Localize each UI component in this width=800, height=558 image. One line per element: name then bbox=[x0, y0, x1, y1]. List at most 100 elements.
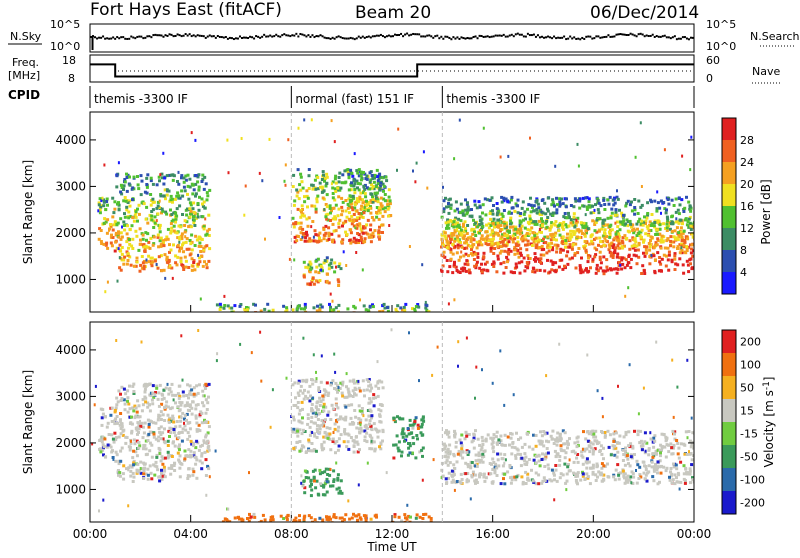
heatmap-cell bbox=[602, 255, 605, 258]
heatmap-cell bbox=[331, 404, 334, 407]
heatmap-cell bbox=[664, 247, 667, 250]
heatmap-cell bbox=[599, 217, 602, 220]
heatmap-cell bbox=[356, 186, 359, 189]
heatmap-cell bbox=[136, 220, 139, 223]
heatmap-cell bbox=[205, 398, 208, 401]
heatmap-cell bbox=[687, 201, 690, 204]
noise-point bbox=[543, 37, 545, 39]
heatmap-cell bbox=[509, 222, 512, 225]
heatmap-cell bbox=[568, 246, 571, 249]
noise-point bbox=[450, 38, 452, 40]
heatmap-cell bbox=[178, 431, 181, 434]
heatmap-cell bbox=[157, 245, 160, 248]
heatmap-cell bbox=[190, 234, 193, 237]
heatmap-cell bbox=[303, 398, 306, 401]
heatmap-cell bbox=[472, 219, 475, 222]
heatmap-cell bbox=[204, 383, 207, 386]
heatmap-cell bbox=[535, 472, 538, 475]
heatmap-cell bbox=[589, 266, 592, 269]
heatmap-cell bbox=[492, 234, 495, 237]
noise-point bbox=[666, 36, 668, 38]
heatmap-cell bbox=[340, 241, 343, 244]
heatmap-cell bbox=[642, 461, 645, 464]
heatmap-cell bbox=[178, 171, 180, 174]
heatmap-cell bbox=[566, 446, 569, 449]
heatmap-cell bbox=[610, 453, 613, 456]
heatmap-cell bbox=[119, 424, 122, 427]
heatmap-cell bbox=[526, 261, 529, 264]
heatmap-cell bbox=[189, 253, 192, 256]
heatmap-cell bbox=[492, 446, 495, 449]
heatmap-cell bbox=[690, 243, 693, 246]
heatmap-cell bbox=[592, 453, 595, 456]
heatmap-cell bbox=[553, 474, 556, 477]
noise-point bbox=[223, 37, 225, 39]
heatmap-cell bbox=[538, 220, 541, 223]
heatmap-cell bbox=[533, 204, 536, 207]
heatmap-cell bbox=[460, 442, 463, 445]
heatmap-cell bbox=[529, 137, 531, 140]
heatmap-cell bbox=[122, 429, 125, 432]
heatmap-cell bbox=[352, 219, 355, 222]
heatmap-cell bbox=[586, 447, 589, 450]
heatmap-cell bbox=[337, 222, 340, 225]
heatmap-cell bbox=[456, 239, 459, 242]
heatmap-cell bbox=[187, 198, 190, 201]
heatmap-cell bbox=[356, 172, 359, 175]
heatmap-cell bbox=[627, 475, 630, 478]
heatmap-cell bbox=[546, 244, 549, 247]
heatmap-cell bbox=[360, 171, 363, 174]
heatmap-cell bbox=[377, 395, 380, 398]
heatmap-cell bbox=[626, 264, 629, 267]
heatmap-cell bbox=[579, 271, 582, 274]
noise-point bbox=[315, 35, 317, 37]
heatmap-cell bbox=[279, 216, 281, 219]
heatmap-cell bbox=[307, 197, 310, 200]
heatmap-cell bbox=[453, 298, 455, 301]
heatmap-cell bbox=[139, 227, 142, 230]
heatmap-cell bbox=[602, 219, 605, 222]
heatmap-cell bbox=[481, 436, 484, 439]
heatmap-cell bbox=[467, 254, 470, 257]
heatmap-cell bbox=[145, 447, 148, 450]
heatmap-cell bbox=[681, 222, 684, 225]
heatmap-cell bbox=[132, 480, 135, 483]
heatmap-cell bbox=[144, 400, 147, 403]
heatmap-cell bbox=[116, 453, 119, 456]
heatmap-cell bbox=[588, 461, 591, 464]
heatmap-cell bbox=[673, 258, 676, 261]
heatmap-cell bbox=[317, 493, 320, 496]
heatmap-cell bbox=[372, 185, 375, 188]
heatmap-cell bbox=[460, 447, 463, 450]
heatmap-cell bbox=[233, 304, 236, 307]
noise-point bbox=[171, 34, 173, 36]
noise-point bbox=[686, 38, 688, 40]
heatmap-cell bbox=[477, 438, 480, 441]
heatmap-cell bbox=[653, 246, 656, 249]
heatmap-cell bbox=[306, 423, 309, 426]
heatmap-cell bbox=[372, 393, 375, 396]
heatmap-cell bbox=[540, 217, 543, 220]
heatmap-cell bbox=[576, 482, 579, 485]
heatmap-cell bbox=[587, 257, 590, 260]
noise-point bbox=[392, 35, 394, 37]
heatmap-cell bbox=[602, 457, 605, 460]
heatmap-cell bbox=[303, 215, 306, 218]
heatmap-cell bbox=[191, 400, 194, 403]
noise-point bbox=[96, 37, 98, 39]
heatmap-cell bbox=[615, 431, 618, 434]
heatmap-cell bbox=[324, 259, 327, 262]
noise-point bbox=[583, 38, 585, 40]
heatmap-cell bbox=[447, 431, 450, 434]
heatmap-cell bbox=[151, 456, 154, 459]
heatmap-cell bbox=[500, 196, 503, 199]
heatmap-cell bbox=[338, 437, 341, 440]
heatmap-cell bbox=[206, 233, 209, 236]
heatmap-cell bbox=[409, 419, 412, 422]
heatmap-cell bbox=[423, 150, 425, 153]
heatmap-cell bbox=[372, 397, 375, 400]
heatmap-cell bbox=[665, 456, 668, 459]
heatmap-cell bbox=[621, 256, 624, 259]
heatmap-cell bbox=[462, 237, 465, 240]
heatmap-cell bbox=[669, 479, 672, 482]
